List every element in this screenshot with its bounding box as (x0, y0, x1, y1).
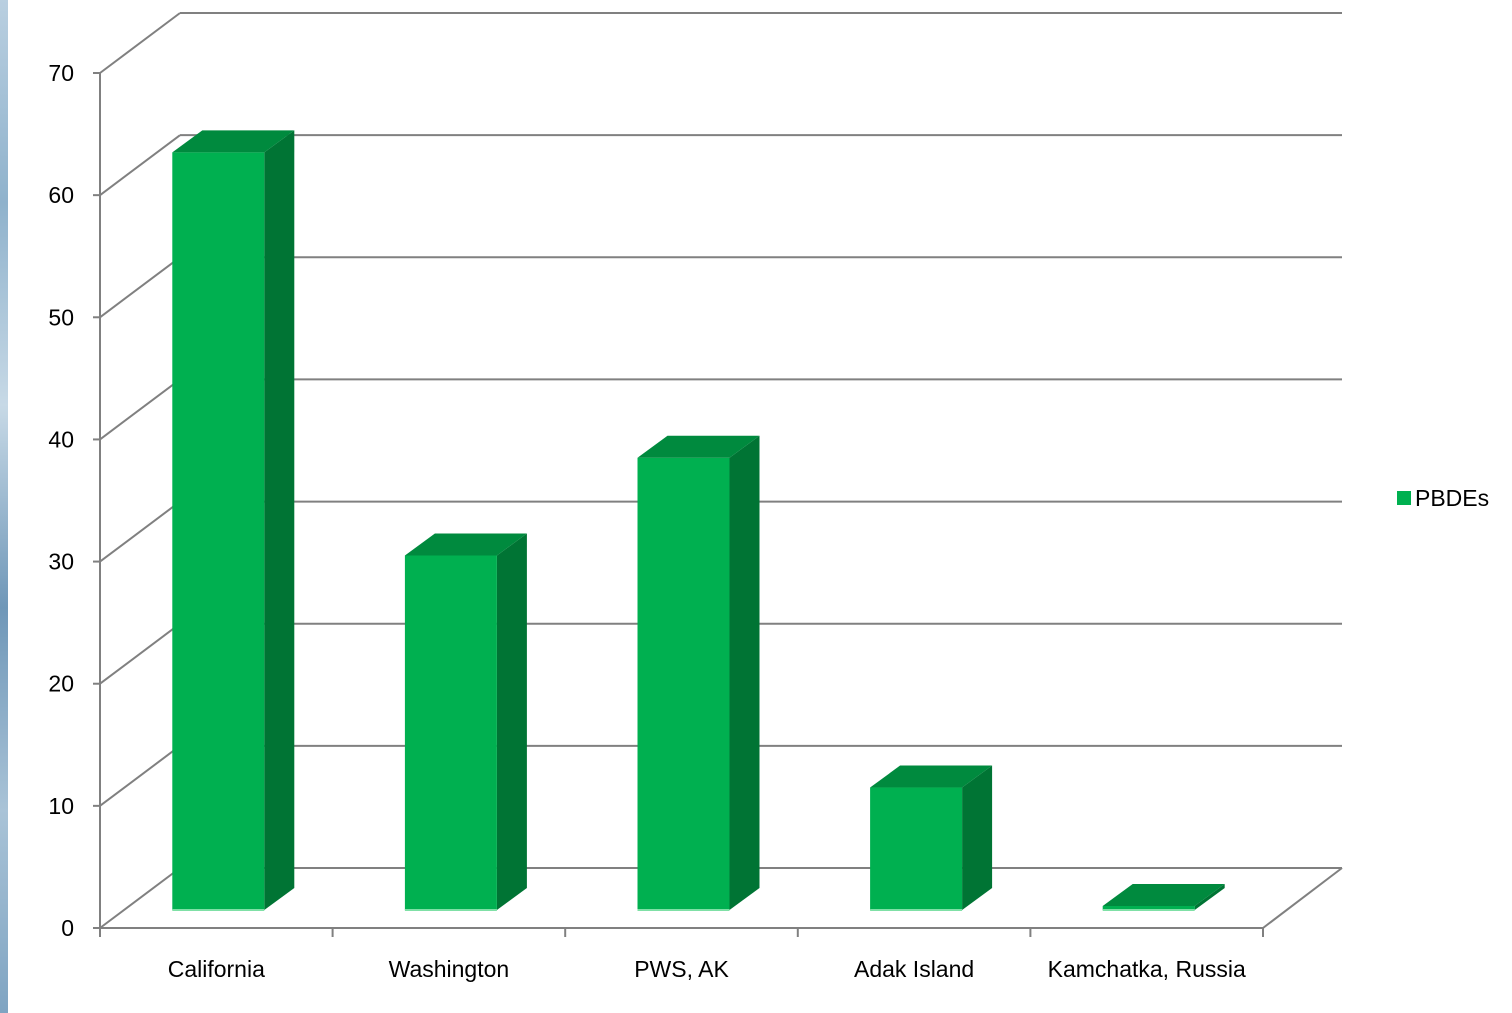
y-tick-label: 0 (61, 915, 74, 941)
bar-front (172, 152, 264, 910)
x-tick-label: PWS, AK (634, 956, 729, 982)
bar-front (405, 555, 497, 910)
legend: PBDEs (1397, 485, 1489, 511)
bars (172, 130, 1224, 910)
bar-front (638, 458, 730, 910)
bar-side (962, 766, 992, 910)
y-tick-label: 40 (48, 426, 74, 452)
x-tick-label: Adak Island (854, 956, 974, 982)
gridline-side (100, 868, 180, 928)
gridline-side (100, 257, 180, 317)
gridline-side (100, 13, 180, 73)
gridline-side (100, 379, 180, 439)
x-tick-label: Washington (389, 956, 510, 982)
legend-swatch (1397, 491, 1411, 505)
gridline-side (100, 135, 180, 195)
bar-front (870, 788, 962, 910)
floor-edge (1263, 868, 1342, 928)
bar (638, 436, 760, 910)
bar-side (730, 436, 760, 910)
bar-top (1103, 884, 1225, 906)
bar-side (264, 130, 294, 910)
gridline-side (100, 746, 180, 806)
x-tick-label: California (168, 956, 265, 982)
gridline-side (100, 624, 180, 684)
gridline-side (100, 502, 180, 562)
y-tick-label: 60 (48, 182, 74, 208)
bar (870, 766, 992, 910)
y-tick-label: 10 (48, 793, 74, 819)
bar (1103, 884, 1225, 910)
y-tick-label: 30 (48, 549, 74, 575)
legend-label: PBDEs (1415, 485, 1489, 511)
y-tick-label: 20 (48, 671, 74, 697)
bar-side (497, 533, 527, 910)
x-tick-label: Kamchatka, Russia (1048, 956, 1246, 982)
y-tick-label: 70 (48, 60, 74, 86)
y-tick-label: 50 (48, 304, 74, 330)
bar (405, 533, 527, 910)
bar (172, 130, 294, 910)
